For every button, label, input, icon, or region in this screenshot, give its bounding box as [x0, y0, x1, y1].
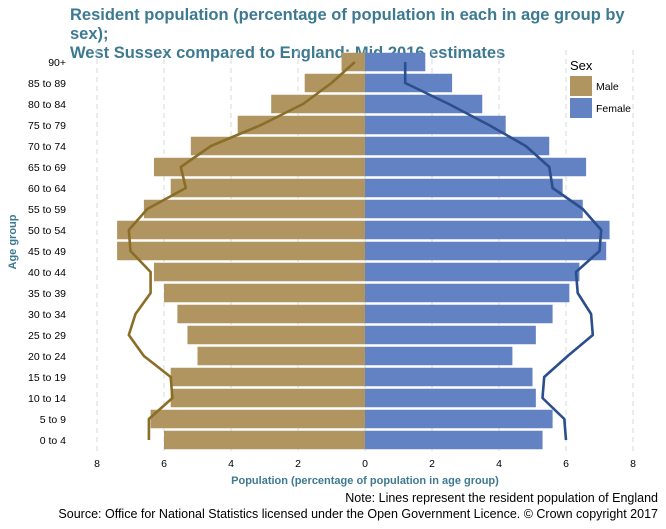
bar-male-10	[117, 220, 365, 240]
x-tick-label-1: 6	[161, 458, 167, 470]
bar-male-8	[153, 262, 365, 282]
line-layer	[127, 61, 603, 441]
bar-male-16	[271, 94, 365, 114]
bar-male-17	[304, 73, 365, 93]
y-tick-label-15: 75 to 79	[28, 120, 66, 132]
legend-label-male: Male	[596, 81, 619, 93]
bar-female-15	[365, 115, 506, 135]
england-line-male	[127, 61, 356, 440]
bar-female-1	[365, 409, 553, 429]
bar-female-17	[365, 73, 453, 93]
y-tick-label-5: 25 to 29	[28, 330, 66, 342]
bar-male-11	[143, 199, 365, 219]
x-tick-label-3: 2	[295, 458, 301, 470]
y-axis-title: Age group	[7, 214, 19, 269]
legend-title: Sex	[570, 58, 593, 73]
bar-female-10	[365, 220, 610, 240]
y-tick-label-6: 30 to 34	[28, 309, 66, 321]
x-tick-label-6: 4	[496, 458, 502, 470]
bar-male-7	[164, 283, 365, 303]
y-tick-label-11: 55 to 59	[28, 204, 66, 216]
legend-label-female: Female	[596, 103, 631, 115]
y-tick-label-2: 10 to 14	[28, 393, 66, 405]
bar-female-14	[365, 136, 550, 156]
bar-male-15	[237, 115, 365, 135]
bar-male-9	[117, 241, 365, 261]
bar-female-0	[365, 430, 543, 450]
bar-male-3	[170, 367, 365, 387]
england-line-female	[403, 62, 603, 441]
bar-female-4	[365, 346, 513, 366]
y-tick-label-4: 20 to 24	[28, 351, 66, 363]
footer-note: Note: Lines represent the resident popul…	[345, 491, 658, 505]
bar-female-18	[365, 52, 426, 72]
bar-male-1	[150, 409, 365, 429]
y-tick-label-9: 45 to 49	[28, 246, 66, 258]
bar-female-6	[365, 304, 553, 324]
bar-female-11	[365, 199, 583, 219]
bar-male-4	[197, 346, 365, 366]
axis-layer: 0 to 4 5 to 9 10 to 14 15 to 19 20 to 24 25 t…	[28, 57, 636, 470]
y-tick-label-7: 35 to 39	[28, 288, 66, 300]
bar-female-12	[365, 178, 563, 198]
y-tick-label-1: 5 to 9	[40, 414, 66, 426]
bar-female-5	[365, 325, 536, 345]
legend-swatch-male	[570, 76, 592, 96]
y-tick-label-3: 15 to 19	[28, 372, 66, 384]
y-tick-label-16: 80 to 84	[28, 99, 66, 111]
bar-female-16	[365, 94, 483, 114]
bar-female-13	[365, 157, 587, 177]
y-tick-label-10: 50 to 54	[28, 225, 66, 237]
y-tick-label-17: 85 to 89	[28, 78, 66, 90]
x-axis-title: Population (percentage of population in …	[231, 475, 499, 487]
y-tick-label-0: 0 to 4	[40, 435, 66, 447]
y-tick-label-14: 70 to 74	[28, 141, 66, 153]
x-tick-label-7: 6	[563, 458, 569, 470]
bar-female-2	[365, 388, 536, 408]
chart-title-line-1: Resident population (percentage of popul…	[70, 6, 625, 43]
x-tick-label-5: 2	[429, 458, 435, 470]
bar-female-7	[365, 283, 570, 303]
bar-male-0	[164, 430, 365, 450]
y-tick-label-8: 40 to 44	[28, 267, 66, 279]
bar-male-2	[170, 388, 365, 408]
footer-source: Source: Office for National Statistics l…	[58, 507, 658, 521]
x-tick-label-8: 8	[630, 458, 636, 470]
x-tick-label-0: 8	[94, 458, 100, 470]
bar-male-12	[170, 178, 365, 198]
bar-female-9	[365, 241, 607, 261]
bar-male-13	[153, 157, 365, 177]
bar-male-14	[190, 136, 365, 156]
y-tick-label-12: 60 to 64	[28, 183, 66, 195]
bar-female-3	[365, 367, 533, 387]
x-tick-label-2: 4	[228, 458, 234, 470]
bar-layer	[117, 52, 610, 450]
legend-swatch-female	[570, 98, 592, 118]
x-tick-label-4: 0	[362, 458, 368, 470]
bar-female-8	[365, 262, 580, 282]
bar-male-6	[177, 304, 365, 324]
y-tick-label-13: 65 to 69	[28, 162, 66, 174]
legend: Sex Male Female	[570, 58, 631, 118]
y-tick-label-18: 90+	[48, 57, 66, 69]
bar-male-5	[187, 325, 365, 345]
